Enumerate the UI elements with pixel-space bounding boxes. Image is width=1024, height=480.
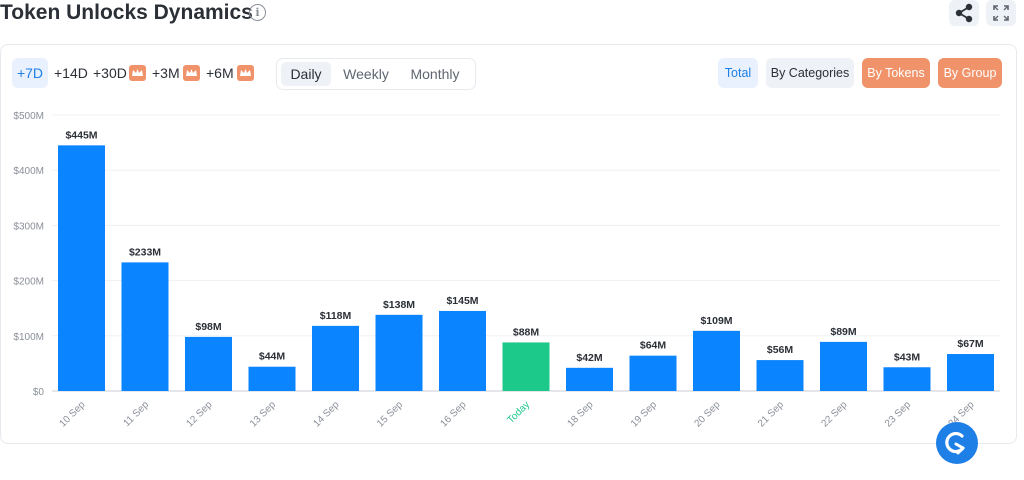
bar-chart: $0 $100M $200M $300M $400M $500M $445M 10 Sep $2… xyxy=(13,111,1000,430)
bar-value-label: $44M xyxy=(259,351,286,363)
view-by-categories-button[interactable]: By Categories xyxy=(766,58,854,88)
bar xyxy=(629,355,677,391)
x-tick-label: 18 Sep xyxy=(565,399,595,429)
y-tick-label: $200M xyxy=(13,277,44,288)
x-tick-label: Today xyxy=(505,399,532,426)
bar xyxy=(375,314,423,391)
bar xyxy=(756,360,804,391)
bar xyxy=(185,336,232,391)
bar-value-label: $64M xyxy=(640,340,667,352)
x-tick-label: 15 Sep xyxy=(375,399,405,429)
expand-icon xyxy=(993,5,1009,21)
x-tick-label: 20 Sep xyxy=(692,399,722,429)
x-tick-label: 14 Sep xyxy=(311,399,341,429)
bar xyxy=(693,330,740,391)
share-button[interactable] xyxy=(949,0,979,26)
y-tick-label: $0 xyxy=(33,387,45,398)
y-tick-label: $300M xyxy=(13,221,44,232)
view-total-button[interactable]: Total xyxy=(718,58,758,88)
bar xyxy=(947,354,994,391)
period-selector: Daily Weekly Monthly xyxy=(276,58,476,90)
range-3m-button[interactable]: +3M xyxy=(152,65,180,81)
bar-value-label: $89M xyxy=(830,326,857,338)
bar xyxy=(312,325,359,391)
crown-icon xyxy=(237,65,254,81)
crown-icon xyxy=(129,65,146,81)
bar xyxy=(248,366,296,391)
assistant-button[interactable] xyxy=(936,422,978,464)
bar-value-label: $56M xyxy=(767,344,794,356)
crown-icon xyxy=(183,65,200,81)
bar-value-label: $118M xyxy=(320,310,352,322)
bar-value-label: $233M xyxy=(129,246,161,258)
bar-value-label: $145M xyxy=(446,295,478,307)
y-tick-label: $100M xyxy=(13,332,44,343)
x-tick-label: 21 Sep xyxy=(756,399,786,429)
x-tick-label: 23 Sep xyxy=(883,399,913,429)
bar xyxy=(883,367,931,391)
view-by-group-button[interactable]: By Group xyxy=(938,58,1002,88)
x-tick-label: 10 Sep xyxy=(57,399,87,429)
bar-value-label: $109M xyxy=(700,315,732,327)
x-tick-label: 12 Sep xyxy=(184,399,214,429)
bar xyxy=(121,262,169,391)
header: Token Unlocks Dynamics i xyxy=(0,0,1024,30)
period-weekly-tab[interactable]: Weekly xyxy=(343,66,389,82)
info-icon[interactable]: i xyxy=(249,4,266,21)
y-tick-label: $400M xyxy=(13,166,44,177)
bar-value-label: $43M xyxy=(894,351,921,363)
bar-value-label: $138M xyxy=(383,299,415,311)
assistant-icon xyxy=(945,431,965,455)
bar-value-label: $88M xyxy=(513,326,540,338)
view-by-tokens-button[interactable]: By Tokens xyxy=(862,58,930,88)
range-6m-button[interactable]: +6M xyxy=(206,65,234,81)
bar-value-label: $445M xyxy=(65,129,97,141)
period-daily-tab[interactable]: Daily xyxy=(281,62,331,86)
y-tick-label: $500M xyxy=(13,111,44,122)
range-30d-button[interactable]: +30D xyxy=(93,65,127,81)
range-7d-button[interactable]: +7D xyxy=(12,58,48,88)
bar xyxy=(566,367,613,391)
share-icon xyxy=(955,3,973,23)
x-tick-label: 22 Sep xyxy=(819,399,849,429)
period-monthly-tab[interactable]: Monthly xyxy=(410,66,460,82)
page-title: Token Unlocks Dynamics xyxy=(0,1,253,24)
range-14d-button[interactable]: +14D xyxy=(54,65,88,81)
bar-value-label: $67M xyxy=(957,338,984,350)
x-tick-label: 19 Sep xyxy=(629,399,659,429)
bar xyxy=(502,342,550,391)
bar xyxy=(58,145,105,391)
bar xyxy=(439,310,486,391)
x-tick-label: 16 Sep xyxy=(438,399,468,429)
bar xyxy=(820,341,867,391)
bar-value-label: $42M xyxy=(576,352,603,364)
x-tick-label: 13 Sep xyxy=(248,399,278,429)
x-tick-label: 11 Sep xyxy=(121,399,151,429)
bar-value-label: $98M xyxy=(195,321,222,333)
expand-button[interactable] xyxy=(986,0,1016,26)
